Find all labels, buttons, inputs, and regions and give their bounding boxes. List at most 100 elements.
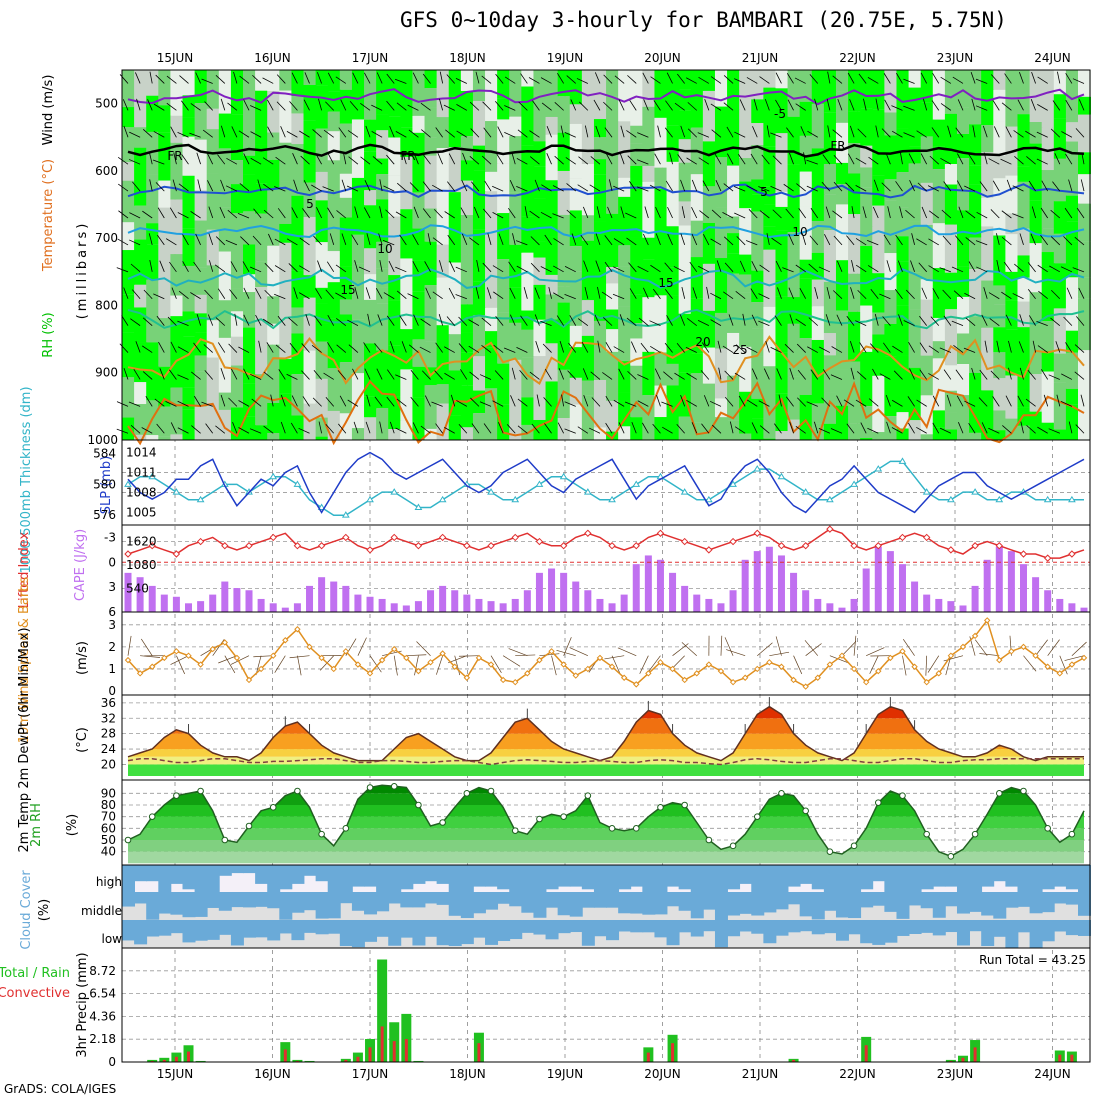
upper-wind-barb [286, 373, 298, 380]
upper-rh-cell [1078, 174, 1091, 204]
upper-wind-barb [119, 343, 129, 353]
upper-wind-barb [170, 126, 177, 138]
upper-wind-barb [1005, 126, 1012, 138]
upper-wind-barb [759, 210, 770, 219]
wind-barb [508, 648, 528, 657]
upper-wind-barb [652, 423, 661, 434]
upper-wind-barb [1026, 425, 1036, 434]
cloud-bar [763, 865, 777, 892]
precip-conv-bar [477, 1043, 481, 1062]
upper-wind-barb [867, 427, 879, 434]
upper-rh-cell [775, 280, 789, 297]
upper-wind-barb [735, 344, 746, 353]
ylabel-cape: CAPE (J/kg) [73, 529, 88, 601]
upper-rh-cell [327, 318, 341, 369]
upper-wind-barb [142, 129, 153, 138]
upper-rh-cell [1005, 300, 1019, 330]
upper-wind-barb [964, 292, 976, 300]
upper-rh-cell [690, 220, 704, 258]
upper-wind-barb [534, 314, 540, 326]
upper-rh-cell [1053, 263, 1067, 309]
upper-wind-barb [515, 240, 528, 246]
upper-wind-barb [117, 238, 129, 246]
upper-wind-barb [697, 132, 710, 138]
wind-point [306, 643, 313, 651]
upper-rh-cell [388, 429, 402, 440]
upper-wind-barb [714, 153, 722, 165]
precip-conv-bar [1058, 1054, 1062, 1062]
upper-rh-cell [944, 429, 958, 440]
upper-wind-barb [855, 157, 867, 165]
upper-wind-barb [1075, 128, 1085, 138]
upper-rh-cell [412, 132, 426, 193]
upper-wind-barb [830, 428, 843, 434]
upper-wind-barb [135, 72, 141, 84]
wind-barb [1035, 639, 1048, 656]
upper-rh-cell [1005, 234, 1019, 272]
upper-wind-barb [305, 314, 310, 326]
upper-wind-barb [983, 287, 988, 299]
upper-tick-label: 1000 [87, 433, 118, 447]
precip-conv-bar [792, 1059, 796, 1062]
wind-barb [604, 655, 625, 660]
upper-rh-cell [981, 125, 995, 153]
cloud-bar [944, 892, 958, 907]
upper-rh-cell [255, 183, 269, 214]
rh-point [560, 813, 567, 820]
upper-rh-cell [255, 70, 269, 91]
upper-wind-barb [249, 105, 262, 111]
upper-rh-cell [134, 70, 148, 128]
upper-wind-barb [745, 240, 758, 246]
cloud-bar [932, 865, 946, 887]
upper-rh-cell [727, 70, 741, 119]
upper-wind-barb [352, 72, 359, 84]
upper-wind-barb [943, 315, 952, 326]
upper-wind-barb [553, 238, 564, 246]
upper-rh-cell [1065, 352, 1079, 389]
wind-barb [176, 655, 185, 675]
wind-barb [448, 655, 467, 664]
upper-wind-barb [626, 130, 637, 138]
upper-wind-barb [327, 207, 335, 219]
upper-rh-cell [969, 237, 983, 270]
cape-bar [1056, 598, 1064, 612]
upper-wind-barb [964, 185, 976, 192]
wind-point [148, 663, 156, 670]
cloud-bar [1005, 865, 1019, 887]
upper-wind-barb [723, 183, 734, 192]
upper-rh-cell [872, 273, 886, 313]
upper-wind-barb [827, 71, 831, 84]
cape-bar [172, 596, 180, 612]
cloud-bar [485, 920, 499, 945]
upper-wind-barb [1001, 291, 1012, 300]
upper-rh-cell [315, 436, 329, 440]
upper-rh-cell [1017, 277, 1031, 302]
thickness-point [801, 488, 810, 495]
thickness-tick-label: 584 [93, 447, 116, 461]
upper-wind-barb [529, 371, 540, 380]
cloud-bar [1078, 892, 1091, 916]
cloud-bar [436, 892, 450, 905]
upper-wind-barb [433, 209, 443, 219]
upper-rh-cell [376, 408, 390, 440]
upper-wind-barb [847, 72, 855, 84]
upper-rh-cell [158, 180, 172, 208]
upper-wind-barb [993, 126, 1000, 138]
cape-bar [390, 603, 398, 612]
upper-rh-cell [485, 70, 499, 122]
wind-point [342, 648, 350, 655]
upper-wind-barb [165, 401, 177, 407]
upper-rh-cell [230, 70, 244, 115]
upper-rh-cell [412, 192, 426, 229]
wind-barb [869, 655, 879, 674]
upper-wind-barb [836, 260, 843, 272]
upper-wind-barb [243, 287, 250, 299]
upper-rh-cell [872, 312, 886, 335]
upper-wind-barb [884, 99, 891, 111]
upper-wind-barb [734, 426, 746, 434]
upper-wind-barb [590, 371, 601, 380]
cloud-bar [218, 920, 232, 935]
upper-wind-barb [407, 104, 419, 111]
upper-wind-barb [956, 180, 964, 192]
upper-wind-barb [302, 208, 310, 219]
